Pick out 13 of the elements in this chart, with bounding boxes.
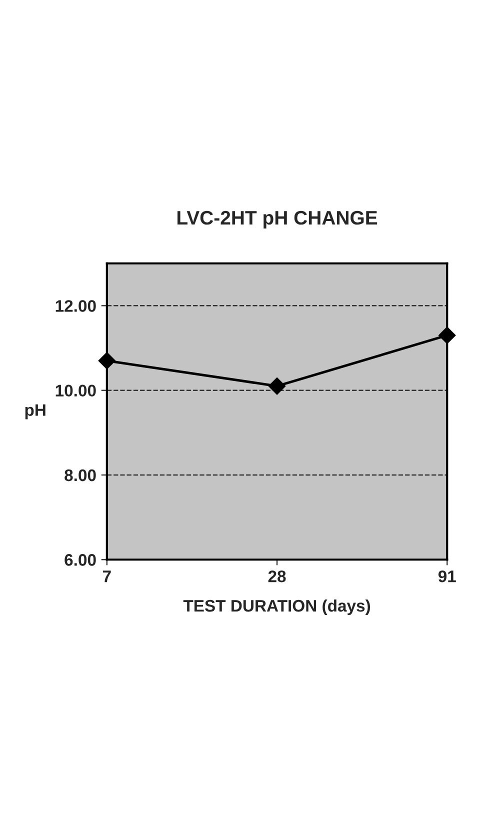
x-tick-label: 28 (268, 570, 286, 582)
y-axis-title: pH (25, 404, 46, 420)
point (438, 326, 456, 344)
point (268, 378, 286, 395)
y-tick-label: 6.00 (64, 554, 96, 566)
point (98, 352, 116, 370)
x-tick-label: 91 (438, 570, 456, 582)
chart-title: LVC-2HT pH CHANGE (177, 210, 378, 229)
y-tick-label: 12.00 (56, 300, 96, 312)
x-axis-title: TEST DURATION (days) (183, 599, 370, 616)
x-tick-label: 7 (103, 570, 111, 582)
y-tick-label: 8.00 (64, 469, 96, 482)
y-tick-label: 10.00 (56, 384, 96, 397)
